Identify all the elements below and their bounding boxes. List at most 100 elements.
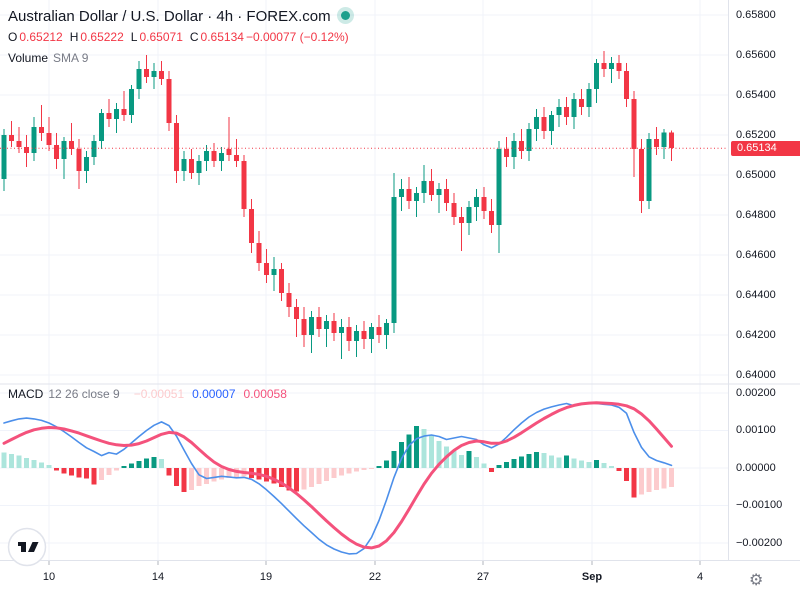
- market-status-dot[interactable]: [340, 11, 350, 20]
- low-label: L: [130, 30, 138, 44]
- candle-body: [144, 69, 149, 77]
- candle-body: [264, 263, 269, 275]
- candle-body: [76, 149, 82, 171]
- candle-body: [601, 63, 607, 69]
- time-axis-label: 10: [42, 571, 56, 583]
- candle-body: [556, 107, 562, 115]
- candle-body: [331, 321, 337, 333]
- macd-axis-label: −0.00100: [736, 499, 783, 511]
- candle-body: [189, 159, 194, 173]
- low-value: 0.65071: [139, 30, 183, 44]
- candle-body: [564, 107, 569, 117]
- macd-signal-value: 0.00058: [243, 387, 287, 401]
- volume-legend: Volume SMA 9: [8, 51, 88, 65]
- candle-body: [429, 181, 434, 195]
- candle-body: [174, 123, 179, 171]
- candle-body: [414, 193, 419, 201]
- macd-hist-value: −0.00051: [133, 387, 185, 401]
- candle-body: [399, 189, 404, 197]
- candle-body: [301, 319, 307, 335]
- candle-body: [136, 69, 142, 89]
- candle-body: [466, 207, 472, 223]
- last-price-text: 0.65134: [737, 142, 777, 154]
- candle-body: [159, 71, 164, 79]
- candle-body: [106, 113, 112, 119]
- candle-body: [279, 269, 284, 293]
- high-value: 0.65222: [80, 30, 124, 44]
- candle-body: [586, 89, 592, 107]
- macd-axis-label: 0.00000: [736, 461, 776, 474]
- candle-body: [631, 99, 637, 149]
- candle-body: [519, 141, 524, 151]
- price-axis-label: 0.65600: [736, 48, 776, 61]
- candle-body: [444, 189, 449, 203]
- candle-body: [391, 197, 397, 323]
- candle-body: [16, 141, 22, 147]
- open-label: O: [8, 30, 18, 44]
- tradingview-logo[interactable]: [7, 527, 47, 567]
- candle-body: [346, 327, 352, 341]
- candle-body: [24, 147, 29, 153]
- candle-body: [211, 151, 217, 161]
- candle-body: [646, 139, 652, 201]
- open-value: 0.65212: [19, 30, 63, 44]
- time-axis-label: 22: [368, 571, 382, 583]
- price-axis-label: 0.64600: [736, 248, 776, 261]
- price-axis-label: 0.65800: [736, 8, 776, 21]
- candle-body: [129, 89, 134, 115]
- candle-body: [286, 293, 292, 307]
- candle-body: [54, 145, 59, 159]
- time-axis-label: 27: [476, 571, 490, 583]
- candle-body: [249, 209, 254, 243]
- time-axis-label: 4: [696, 571, 704, 583]
- candle-body: [114, 109, 119, 119]
- candle-body: [511, 141, 517, 157]
- candle-body: [204, 151, 209, 161]
- candle-body: [241, 161, 247, 209]
- macd-legend-label[interactable]: MACD: [8, 387, 44, 401]
- ohlc-legend: O 0.65212 H 0.65222 L 0.65071 C 0.65134 −0.00077…: [8, 30, 349, 44]
- candle-body: [46, 133, 52, 145]
- close-label: C: [189, 30, 199, 44]
- candle-body: [219, 153, 224, 161]
- candle-body: [339, 327, 344, 333]
- macd-params: 12 26 close 9: [48, 387, 120, 401]
- change-value: −0.00077 (−0.12%): [245, 30, 349, 44]
- candle-body: [181, 159, 187, 171]
- time-axis-label: 14: [151, 571, 165, 583]
- price-axis-label: 0.64400: [736, 288, 776, 301]
- candle-body: [151, 71, 157, 77]
- volume-legend-label[interactable]: Volume: [8, 51, 49, 65]
- logo-glyph: [18, 542, 39, 552]
- candle-body: [69, 141, 74, 149]
- macd-legend: MACD 12 26 close 9 −0.00051 0.00007 0.00058: [8, 387, 287, 401]
- candle-body: [496, 149, 502, 225]
- candle-body: [474, 197, 479, 207]
- candle-body: [226, 149, 232, 155]
- candle-body: [196, 161, 202, 173]
- price-axis-label: 0.65400: [736, 88, 776, 101]
- macd-axis-label: 0.00100: [736, 424, 776, 436]
- candle-body: [406, 189, 412, 201]
- gear-icon[interactable]: ⚙: [749, 570, 764, 589]
- candle-body: [39, 127, 44, 133]
- candle-body: [1, 135, 7, 179]
- macd-axis-label: 0.00200: [736, 386, 776, 399]
- candle-body: [459, 217, 464, 223]
- candle-body: [84, 157, 89, 171]
- candle-body: [316, 317, 322, 329]
- candle-body: [166, 79, 172, 123]
- price-axis-label: 0.65000: [736, 168, 776, 181]
- candle-body: [354, 331, 359, 341]
- candle-body: [526, 129, 532, 151]
- volume-sma-param: SMA 9: [53, 51, 89, 65]
- candle-body: [256, 243, 262, 263]
- candle-body: [451, 203, 457, 217]
- candle-body: [481, 197, 487, 211]
- candle-body: [669, 132, 674, 149]
- candle-body: [234, 155, 239, 161]
- symbol-title[interactable]: Australian Dollar / U.S. Dollar · 4h · F…: [8, 8, 331, 25]
- candle-body: [639, 149, 644, 201]
